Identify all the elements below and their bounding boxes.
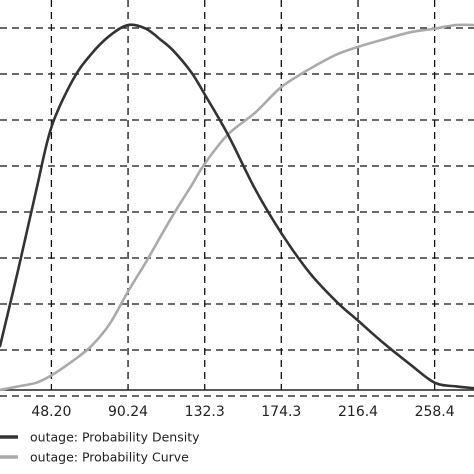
x-tick-label: 216.4	[338, 404, 378, 420]
x-tick-label: 90.24	[108, 404, 148, 420]
gridlines	[0, 0, 474, 397]
x-tick-label: 48.20	[31, 404, 71, 420]
series-lines	[0, 23, 474, 392]
density-series-line	[0, 23, 474, 390]
legend: outage: Probability Density outage: Proba…	[0, 430, 200, 465]
x-tick-label: 174.3	[261, 404, 301, 420]
legend-label: outage: Probability Curve	[30, 450, 189, 465]
x-tick-label: 132.3	[185, 404, 225, 420]
x-tick-label: 258.4	[415, 404, 455, 420]
x-tick-labels: 48.20 90.24 132.3 174.3 216.4 258.4	[31, 404, 454, 420]
cumulative-series-line	[0, 23, 474, 392]
legend-label: outage: Probability Density	[30, 430, 200, 445]
